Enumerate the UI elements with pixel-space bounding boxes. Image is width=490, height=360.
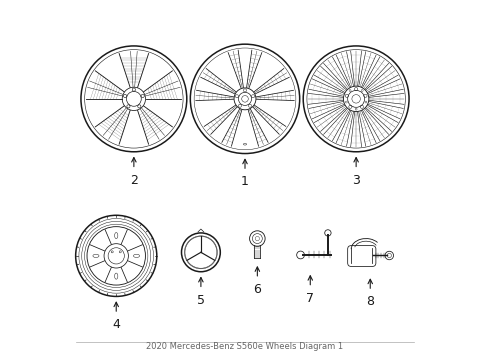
Text: 8: 8 [366, 295, 374, 309]
Text: 7: 7 [306, 292, 314, 305]
Text: 2: 2 [130, 174, 138, 186]
Text: 6: 6 [253, 283, 261, 296]
Text: 4: 4 [112, 318, 120, 331]
Text: 3: 3 [352, 174, 360, 186]
Text: 1: 1 [241, 175, 249, 188]
Text: 5: 5 [197, 294, 205, 307]
Text: 2020 Mercedes-Benz S560e Wheels Diagram 1: 2020 Mercedes-Benz S560e Wheels Diagram … [147, 342, 343, 351]
